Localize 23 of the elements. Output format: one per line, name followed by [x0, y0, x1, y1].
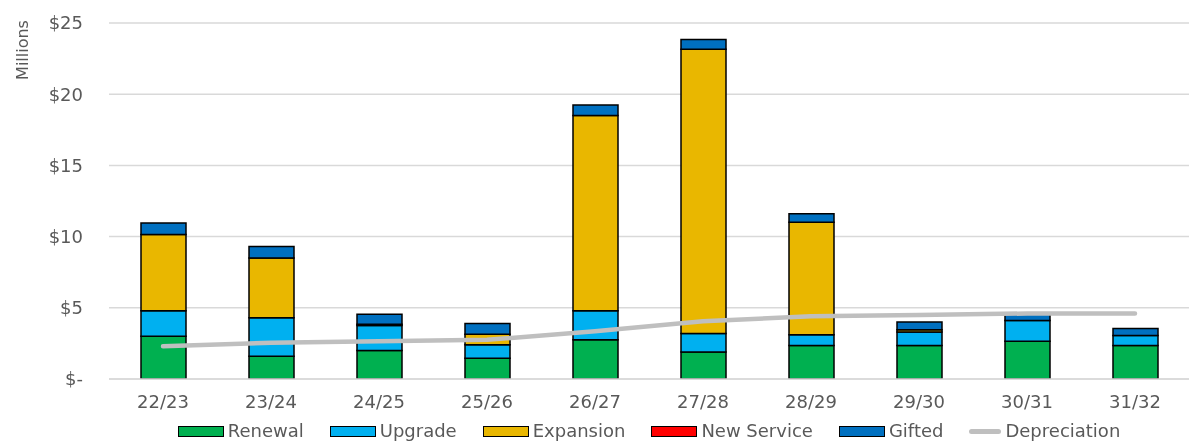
x-tick-label: 23/24: [245, 390, 297, 412]
legend-label: Upgrade: [379, 420, 457, 442]
legend-label: Depreciation: [1005, 420, 1121, 442]
x-tick-label: 31/32: [1109, 390, 1161, 412]
y-tick-label: $15: [48, 154, 83, 176]
x-tick-label: 22/23: [137, 390, 189, 412]
y-tick-label: $25: [48, 12, 83, 34]
y-tick-label: $-: [65, 368, 83, 390]
y-axis-title: Millions: [12, 20, 32, 80]
x-tick-label: 27/28: [677, 390, 729, 412]
y-tick-label: $20: [48, 83, 83, 105]
legend-label: Gifted: [888, 420, 944, 442]
x-tick-label: 25/26: [461, 390, 513, 412]
x-tick-label: 24/25: [353, 390, 405, 412]
legend-label: Expansion: [532, 420, 626, 442]
legend-label: New Service: [701, 420, 813, 442]
y-tick-label: $5: [60, 297, 83, 319]
x-tick-label: 28/29: [785, 390, 837, 412]
x-tick-label: 26/27: [569, 390, 621, 412]
legend-label: Renewal: [227, 420, 304, 442]
y-tick-label: $10: [48, 225, 83, 247]
x-tick-label: 30/31: [1001, 390, 1053, 412]
x-tick-label: 29/30: [893, 390, 945, 412]
